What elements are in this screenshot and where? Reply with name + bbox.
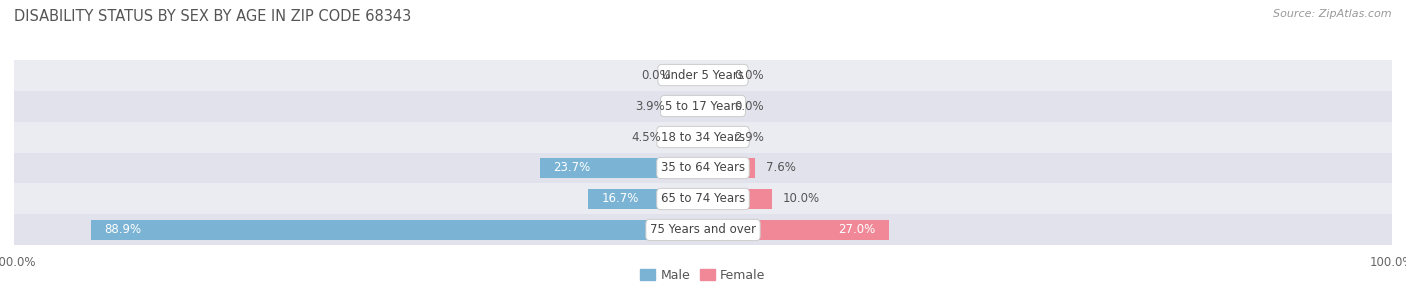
Bar [14,214,1392,246]
Text: 23.7%: 23.7% [554,161,591,174]
Bar [588,189,703,209]
Bar [540,158,703,178]
Bar [703,189,772,209]
Bar [672,127,703,147]
Text: 4.5%: 4.5% [631,131,661,144]
Text: 75 Years and over: 75 Years and over [650,224,756,236]
Bar [682,65,703,85]
Text: 3.9%: 3.9% [636,99,665,113]
Text: 65 to 74 Years: 65 to 74 Years [661,192,745,206]
Text: 2.9%: 2.9% [734,131,763,144]
Text: 18 to 34 Years: 18 to 34 Years [661,131,745,144]
Bar [703,96,724,116]
Text: 16.7%: 16.7% [602,192,640,206]
Text: 27.0%: 27.0% [838,224,876,236]
Bar [14,91,1392,121]
Bar [703,65,724,85]
Legend: Male, Female: Male, Female [636,264,770,287]
Text: DISABILITY STATUS BY SEX BY AGE IN ZIP CODE 68343: DISABILITY STATUS BY SEX BY AGE IN ZIP C… [14,9,412,24]
Bar [90,220,703,240]
Text: 88.9%: 88.9% [104,224,142,236]
Text: 35 to 64 Years: 35 to 64 Years [661,161,745,174]
Bar [14,184,1392,214]
Text: 0.0%: 0.0% [735,69,765,81]
Text: 5 to 17 Years: 5 to 17 Years [665,99,741,113]
Text: 0.0%: 0.0% [735,99,765,113]
Bar [14,59,1392,91]
Text: Under 5 Years: Under 5 Years [662,69,744,81]
Text: 10.0%: 10.0% [783,192,820,206]
Bar [14,152,1392,184]
Bar [676,96,703,116]
Bar [703,127,723,147]
Bar [703,158,755,178]
Text: Source: ZipAtlas.com: Source: ZipAtlas.com [1274,9,1392,19]
Bar [14,121,1392,152]
Bar [703,220,889,240]
Text: 0.0%: 0.0% [641,69,671,81]
Text: 7.6%: 7.6% [766,161,796,174]
